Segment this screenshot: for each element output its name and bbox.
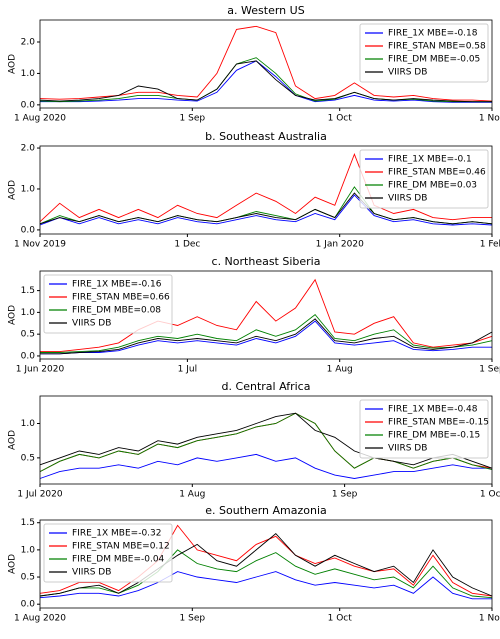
legend-label: FIRE_1X MBE=-0.16 [72,280,162,290]
y-tick-label: 0.5 [21,453,35,463]
x-tick-label: 1 Jun 2020 [16,365,65,375]
legend-label: VIIRS DB [72,568,111,578]
legend-box [359,149,489,209]
y-axis-label: AOD [8,54,18,74]
panel-title: d. Central Africa [222,380,311,393]
x-tick-label: 1 Sep [479,365,500,375]
series-line [40,320,492,355]
legend-box [43,274,173,334]
legend-box [43,523,173,583]
y-tick-label: 1.0 [21,69,36,79]
series-line [39,412,493,469]
y-axis-label: AOD [8,305,18,325]
legend-label: FIRE_DM MBE=-0.15 [388,431,480,441]
y-tick-label: 0.0 [21,351,36,361]
x-tick-label: 1 Jul 2020 [17,490,62,500]
x-tick-label: 1 Nov [479,114,500,124]
series-line [40,278,493,353]
y-axis-label: AOD [8,554,18,574]
legend-label: FIRE_DM MBE=-0.04 [72,555,165,565]
series-line [39,453,492,479]
series-line [39,524,493,597]
series-line [40,318,493,355]
y-tick-label: 1.0 [21,308,36,318]
x-tick-label: 1 Oct [328,114,353,124]
series-line [39,192,493,225]
series-line [39,194,493,226]
panel-title: c. Northeast Siberia [212,255,321,268]
legend-label: FIRE_1X MBE=-0.48 [388,405,478,415]
legend-box [359,23,489,83]
legend-label: FIRE_STAN MBE=-0.15 [388,418,489,428]
series-line [39,152,492,223]
x-tick-label: 1 Jul [178,365,197,375]
legend-label: VIIRS DB [72,319,111,329]
y-tick-label: 0.0 [21,100,36,110]
x-tick-label: 1 Aug [327,365,353,375]
plot-frame [39,19,493,109]
y-tick-label: 1.5 [21,518,35,528]
series-line [39,571,492,600]
x-tick-label: 1 Oct [328,614,353,624]
legend-label: VIIRS DB [388,68,427,78]
series-line [39,60,492,103]
x-tick-label: 1 Dec [174,240,200,250]
y-axis-label: AOD [8,180,18,200]
panel-title: b. Southeast Australia [205,130,327,143]
panel-title: e. Southern Amazonia [205,504,327,517]
y-tick-label: 0.5 [21,330,35,340]
y-tick-label: 2.0 [21,144,36,154]
series-line [39,57,492,103]
legend-label: FIRE_1X MBE=-0.32 [72,529,161,539]
legend-label: FIRE_DM MBE=0.03 [388,181,477,191]
y-tick-label: 0.0 [21,225,36,235]
x-tick-label: 1 Aug 2020 [14,614,66,624]
legend-label: VIIRS DB [388,194,427,204]
x-tick-label: 1 Feb [480,240,500,250]
x-tick-label: 1 Jan 2020 [316,240,364,250]
series-line [40,313,493,353]
legend-label: FIRE_1X MBE=-0.18 [388,29,478,39]
x-tick-label: 1 Sep [332,490,358,500]
legend-label: VIIRS DB [388,444,427,454]
series-line [39,532,493,597]
plot-frame [39,395,493,485]
y-tick-label: 0.0 [21,600,36,610]
y-tick-label: 0.5 [21,573,35,583]
legend-label: FIRE_STAN MBE=0.46 [388,168,486,178]
plot-frame [39,270,493,360]
x-tick-label: 1 Sep [180,114,206,124]
plot-frame [39,145,493,235]
legend-label: FIRE_DM MBE=0.08 [72,306,161,316]
x-tick-label: 1 Nov 2019 [14,240,66,250]
series-line [39,412,493,472]
legend-label: FIRE_1X MBE=-0.1 [388,155,472,165]
legend-box [359,399,489,459]
y-axis-label: AOD [8,430,18,450]
y-tick-label: 2.0 [21,38,36,48]
x-tick-label: 1 Sep [180,614,206,624]
legend-label: FIRE_STAN MBE=0.66 [72,293,170,303]
y-tick-label: 1.0 [21,419,36,429]
panel-title: a. Western US [227,4,304,17]
legend-label: FIRE_DM MBE=-0.05 [388,55,480,65]
y-tick-label: 1.5 [21,286,35,296]
y-tick-label: 1.0 [21,545,36,555]
x-tick-label: 1 Nov [479,614,500,624]
x-tick-label: 1 Aug [179,490,205,500]
x-tick-label: 1 Oct [480,490,500,500]
legend-label: FIRE_STAN MBE=0.12 [72,542,170,552]
legend-label: FIRE_STAN MBE=0.58 [388,42,486,52]
series-line [40,60,492,103]
y-tick-label: 1.0 [21,184,36,194]
plot-frame [39,519,493,609]
x-tick-label: 1 Aug 2020 [14,114,66,124]
